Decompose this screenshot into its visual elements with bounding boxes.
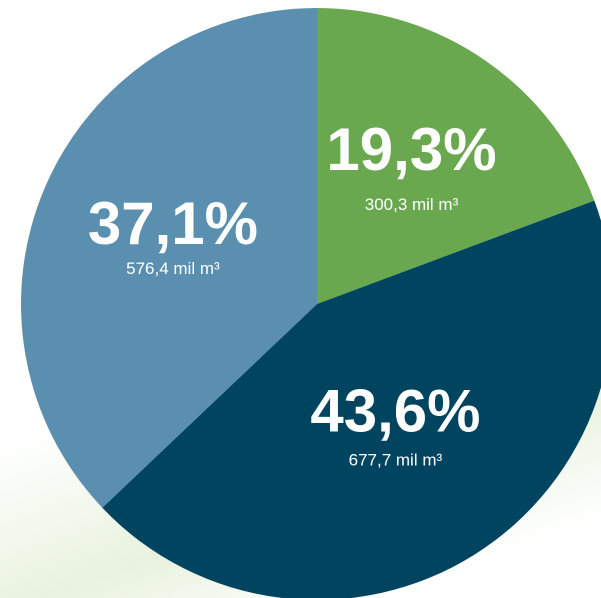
pie-slice-1 bbox=[317, 8, 595, 304]
pie-slice-3 bbox=[21, 8, 317, 508]
slice-percent-label: 19,3% bbox=[326, 116, 496, 183]
pie-slices bbox=[21, 8, 601, 598]
slice-value-label: 576,4 mil m³ bbox=[126, 259, 220, 278]
pie-labels: 19,3% 300,3 mil m³ 43,6% 677,7 mil m³ 37,1% 5… bbox=[88, 116, 497, 470]
slice-value-label: 677,7 mil m³ bbox=[349, 451, 443, 470]
pie-slice-2 bbox=[102, 200, 601, 598]
slice-percent-label: 43,6% bbox=[310, 378, 480, 445]
slice-value-label: 300,3 mil m³ bbox=[365, 195, 459, 214]
slice-percent-label: 37,1% bbox=[88, 190, 258, 257]
